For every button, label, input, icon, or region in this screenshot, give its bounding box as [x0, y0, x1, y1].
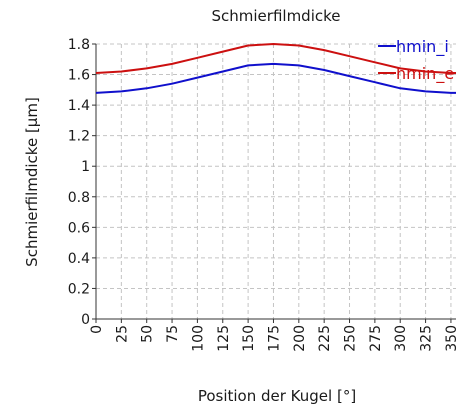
x-tick-label: 175 [266, 325, 282, 352]
x-tick-label: 300 [393, 325, 409, 352]
x-tick-label: 125 [216, 325, 232, 352]
legend: hmin_i hmin_e [378, 37, 454, 84]
y-tick-label: 1.4 [68, 98, 90, 114]
x-tick-label: 75 [165, 325, 181, 343]
x-tick-label: 325 [419, 325, 435, 352]
x-tick-label: 200 [292, 325, 308, 352]
series-line-hmin_e [95, 43, 456, 74]
series-line-hmin_i [95, 62, 456, 94]
legend-label: hmin_i [396, 37, 449, 57]
y-tick-label: 0.6 [68, 220, 90, 236]
x-tick-label: 150 [241, 325, 257, 352]
y-axis-label: Schmierfilmdicke [µm] [23, 97, 41, 267]
axes [92, 43, 456, 323]
x-tick-label: 0 [89, 325, 105, 334]
x-tick-label: 50 [140, 325, 156, 343]
grid [95, 43, 456, 320]
y-tick-label: 1.6 [68, 68, 90, 84]
series-lines [95, 43, 456, 94]
chart-title: Schmierfilmdicke [212, 7, 341, 25]
y-tick-label: 1.2 [68, 129, 90, 145]
y-tick-label: 0.2 [68, 281, 90, 297]
y-tick-label: 1.8 [68, 37, 90, 53]
y-ticks: 0 0.2 0.4 0.6 0.8 1 1.2 1.4 1.6 1.8 [68, 37, 90, 328]
x-ticks: 0 25 50 75 100 125 150 175 200 225 250 275 300 325 350 [89, 325, 460, 352]
x-axis-label: Position der Kugel [°] [198, 387, 356, 405]
x-tick-label: 25 [114, 325, 130, 343]
x-tick-label: 250 [343, 325, 359, 352]
y-tick-label: 0.8 [68, 190, 90, 206]
y-tick-label: 0.4 [68, 251, 90, 267]
y-tick-label: 0 [81, 312, 90, 328]
x-tick-label: 275 [368, 325, 384, 352]
x-tick-label: 350 [444, 325, 460, 352]
x-tick-label: 100 [190, 325, 206, 352]
y-tick-label: 1 [81, 159, 90, 175]
legend-label: hmin_e [396, 64, 454, 84]
x-tick-label: 225 [317, 325, 333, 352]
